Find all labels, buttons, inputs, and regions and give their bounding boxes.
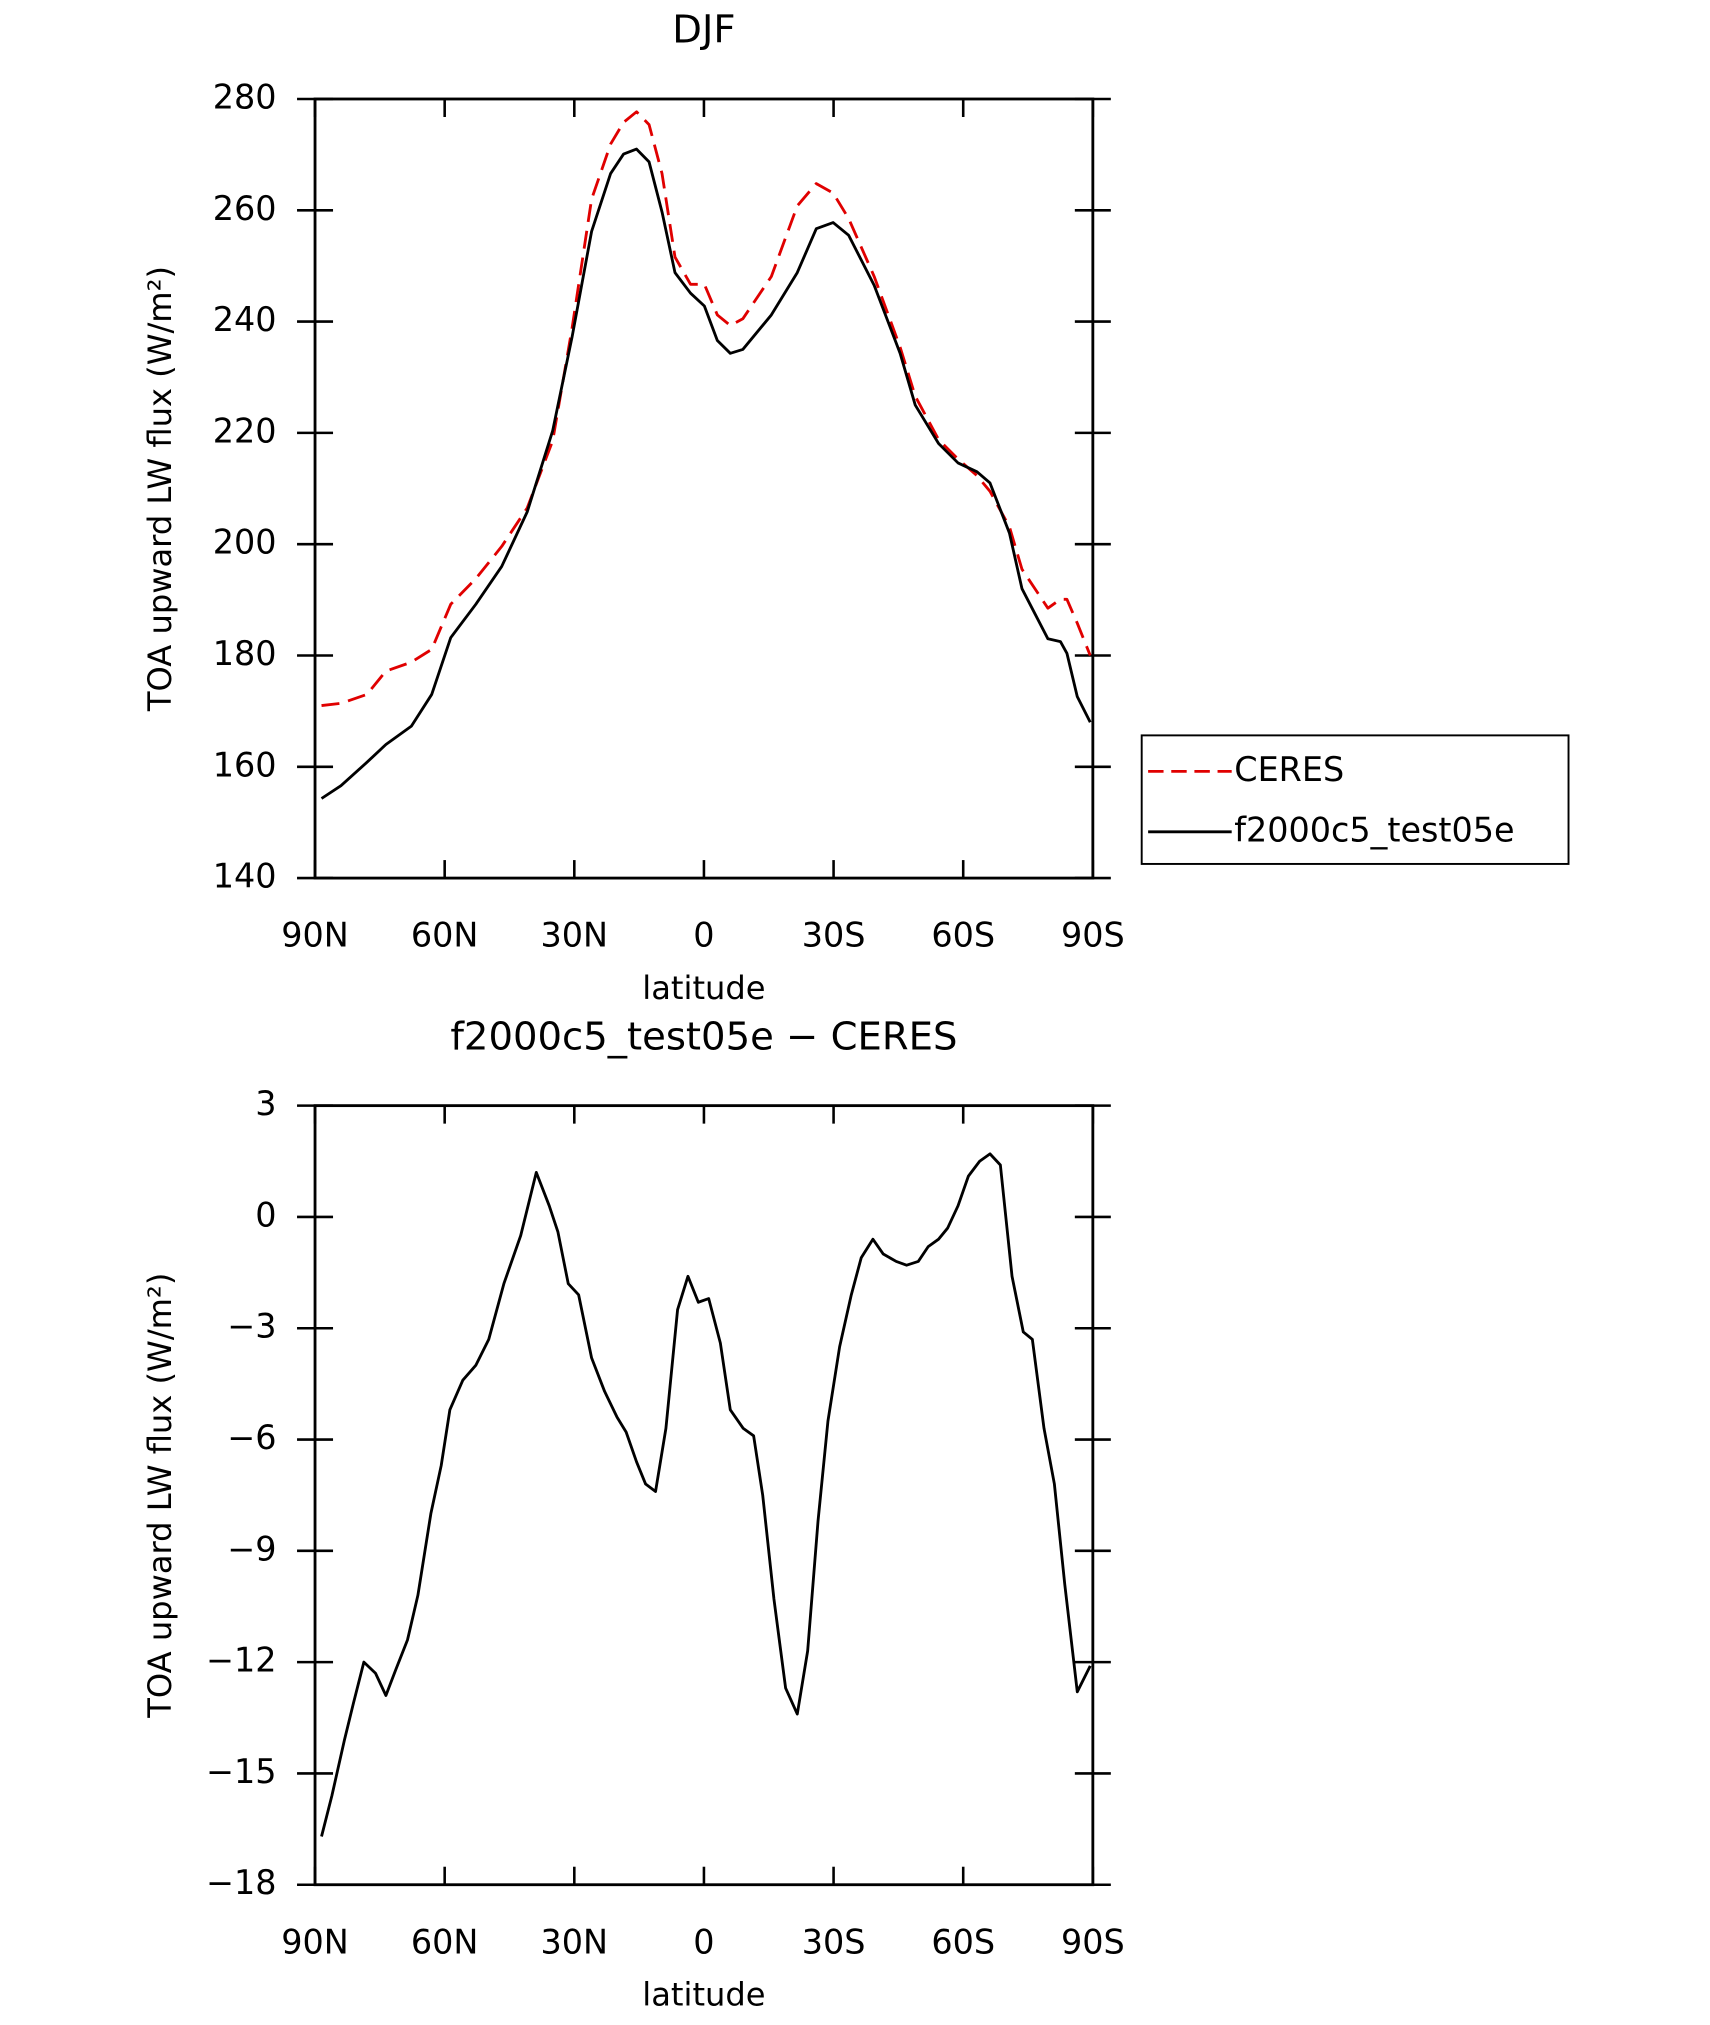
y-tick-label: 280 <box>213 77 277 116</box>
y-axis-label: TOA upward LW flux (W/m²) <box>141 1273 179 1719</box>
x-tick-label: 60S <box>931 1922 995 1961</box>
y-tick-label: 260 <box>213 189 277 228</box>
data-line <box>321 110 1092 707</box>
y-tick-label: 220 <box>213 411 277 450</box>
chart-title: DJF <box>672 8 735 53</box>
x-tick-label: 30N <box>541 916 609 955</box>
x-tick-label: 0 <box>693 916 714 955</box>
y-tick-label: 0 <box>255 1195 276 1234</box>
x-tick-label: 30S <box>802 1922 866 1961</box>
legend-label: f2000c5_test05e <box>1234 810 1514 849</box>
plot-frame <box>313 97 1095 880</box>
y-tick-label: −18 <box>206 1863 277 1902</box>
y-tick-label: 200 <box>213 523 277 562</box>
chart-title: f2000c5_test05e − CERES <box>450 1014 957 1059</box>
data-line <box>320 1152 1092 1837</box>
x-tick-label: 90N <box>281 916 349 955</box>
x-tick-label: 90S <box>1061 916 1125 955</box>
x-tick-label: 0 <box>693 1922 714 1961</box>
y-tick-label: −6 <box>227 1418 276 1457</box>
x-tick-label: 90S <box>1061 1922 1125 1961</box>
y-tick-label: 160 <box>213 745 277 784</box>
y-tick-label: 180 <box>213 634 277 673</box>
y-tick-label: −3 <box>227 1307 276 1346</box>
y-tick-label: −15 <box>206 1752 277 1791</box>
y-axis-label: TOA upward LW flux (W/m²) <box>141 266 179 712</box>
x-tick-label: 90N <box>281 1922 349 1961</box>
y-tick-label: 3 <box>255 1084 276 1123</box>
y-tick-label: −9 <box>227 1529 276 1568</box>
x-tick-label: 60N <box>411 916 479 955</box>
y-tick-label: 240 <box>213 300 277 339</box>
y-tick-label: 140 <box>213 857 277 896</box>
legend-label: CERES <box>1234 750 1344 789</box>
x-tick-label: 60N <box>411 1922 479 1961</box>
x-tick-label: 60S <box>931 916 995 955</box>
x-axis-label: latitude <box>642 969 765 1007</box>
x-tick-label: 30S <box>802 916 866 955</box>
legend-box <box>1140 734 1570 865</box>
data-line <box>320 147 1092 800</box>
x-tick-label: 30N <box>541 1922 609 1961</box>
x-axis-label: latitude <box>642 1976 765 2014</box>
plot-frame <box>313 1104 1095 1887</box>
y-tick-label: −12 <box>206 1641 277 1680</box>
